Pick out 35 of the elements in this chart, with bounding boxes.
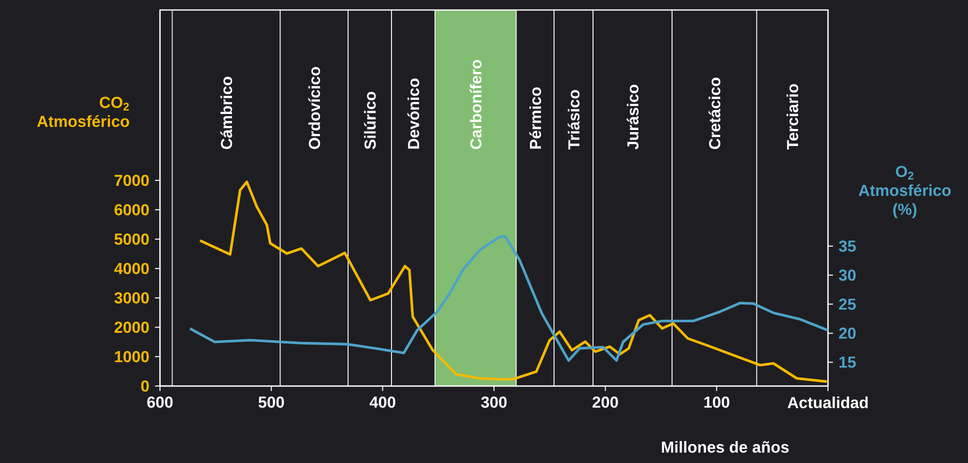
y-tick-label: 7000 <box>114 174 149 186</box>
y2-tick-label: 30 <box>838 270 856 281</box>
band-label: Cretácico <box>708 78 720 150</box>
y-tick-label: 1000 <box>115 350 149 362</box>
band-label: Triásico <box>568 90 580 150</box>
band-label: Jurásico <box>626 84 639 150</box>
x-tick-label: Actualidad <box>788 396 868 408</box>
band-label: Devónico <box>407 78 420 149</box>
x-tick-label: 500 <box>258 396 284 408</box>
x-tick-label: 200 <box>592 396 618 408</box>
band-label: Carbonífero <box>470 60 482 150</box>
y2-axis-title: O$_{2}$ Atmosférico (%) <box>858 166 951 218</box>
y-axis-title: CO$_{2}$ Atmosférico <box>37 96 130 127</box>
y-tick-label: 5000 <box>114 233 149 245</box>
x-tick-label: 300 <box>481 396 507 408</box>
line-series <box>198 180 828 383</box>
x-tick-label: 400 <box>370 396 396 408</box>
y-tick-label: 0 <box>141 380 149 392</box>
x-tick-label: 100 <box>704 396 730 408</box>
band-label: Pérmico <box>529 87 542 149</box>
y2-tick-label: 15 <box>840 356 856 368</box>
y-tick-label: 3000 <box>114 292 149 304</box>
y2-tick-label: 20 <box>839 328 856 339</box>
y-tick-label: 6000 <box>114 204 149 216</box>
y2-tick-label: 25 <box>839 298 856 310</box>
band-label: Terciario <box>786 84 798 150</box>
band-label: Silúrico <box>364 92 376 150</box>
band-label: Ordovícico <box>308 67 320 150</box>
line-series <box>188 235 828 362</box>
x-tick-label: 600 <box>147 396 173 408</box>
band-label: Cámbrico <box>220 76 232 150</box>
y-tick-label: 2000 <box>114 322 149 333</box>
y-tick-label: 4000 <box>114 262 149 274</box>
x-axis-title: Millones de años <box>662 441 789 453</box>
y2-tick-label: 35 <box>838 240 856 252</box>
